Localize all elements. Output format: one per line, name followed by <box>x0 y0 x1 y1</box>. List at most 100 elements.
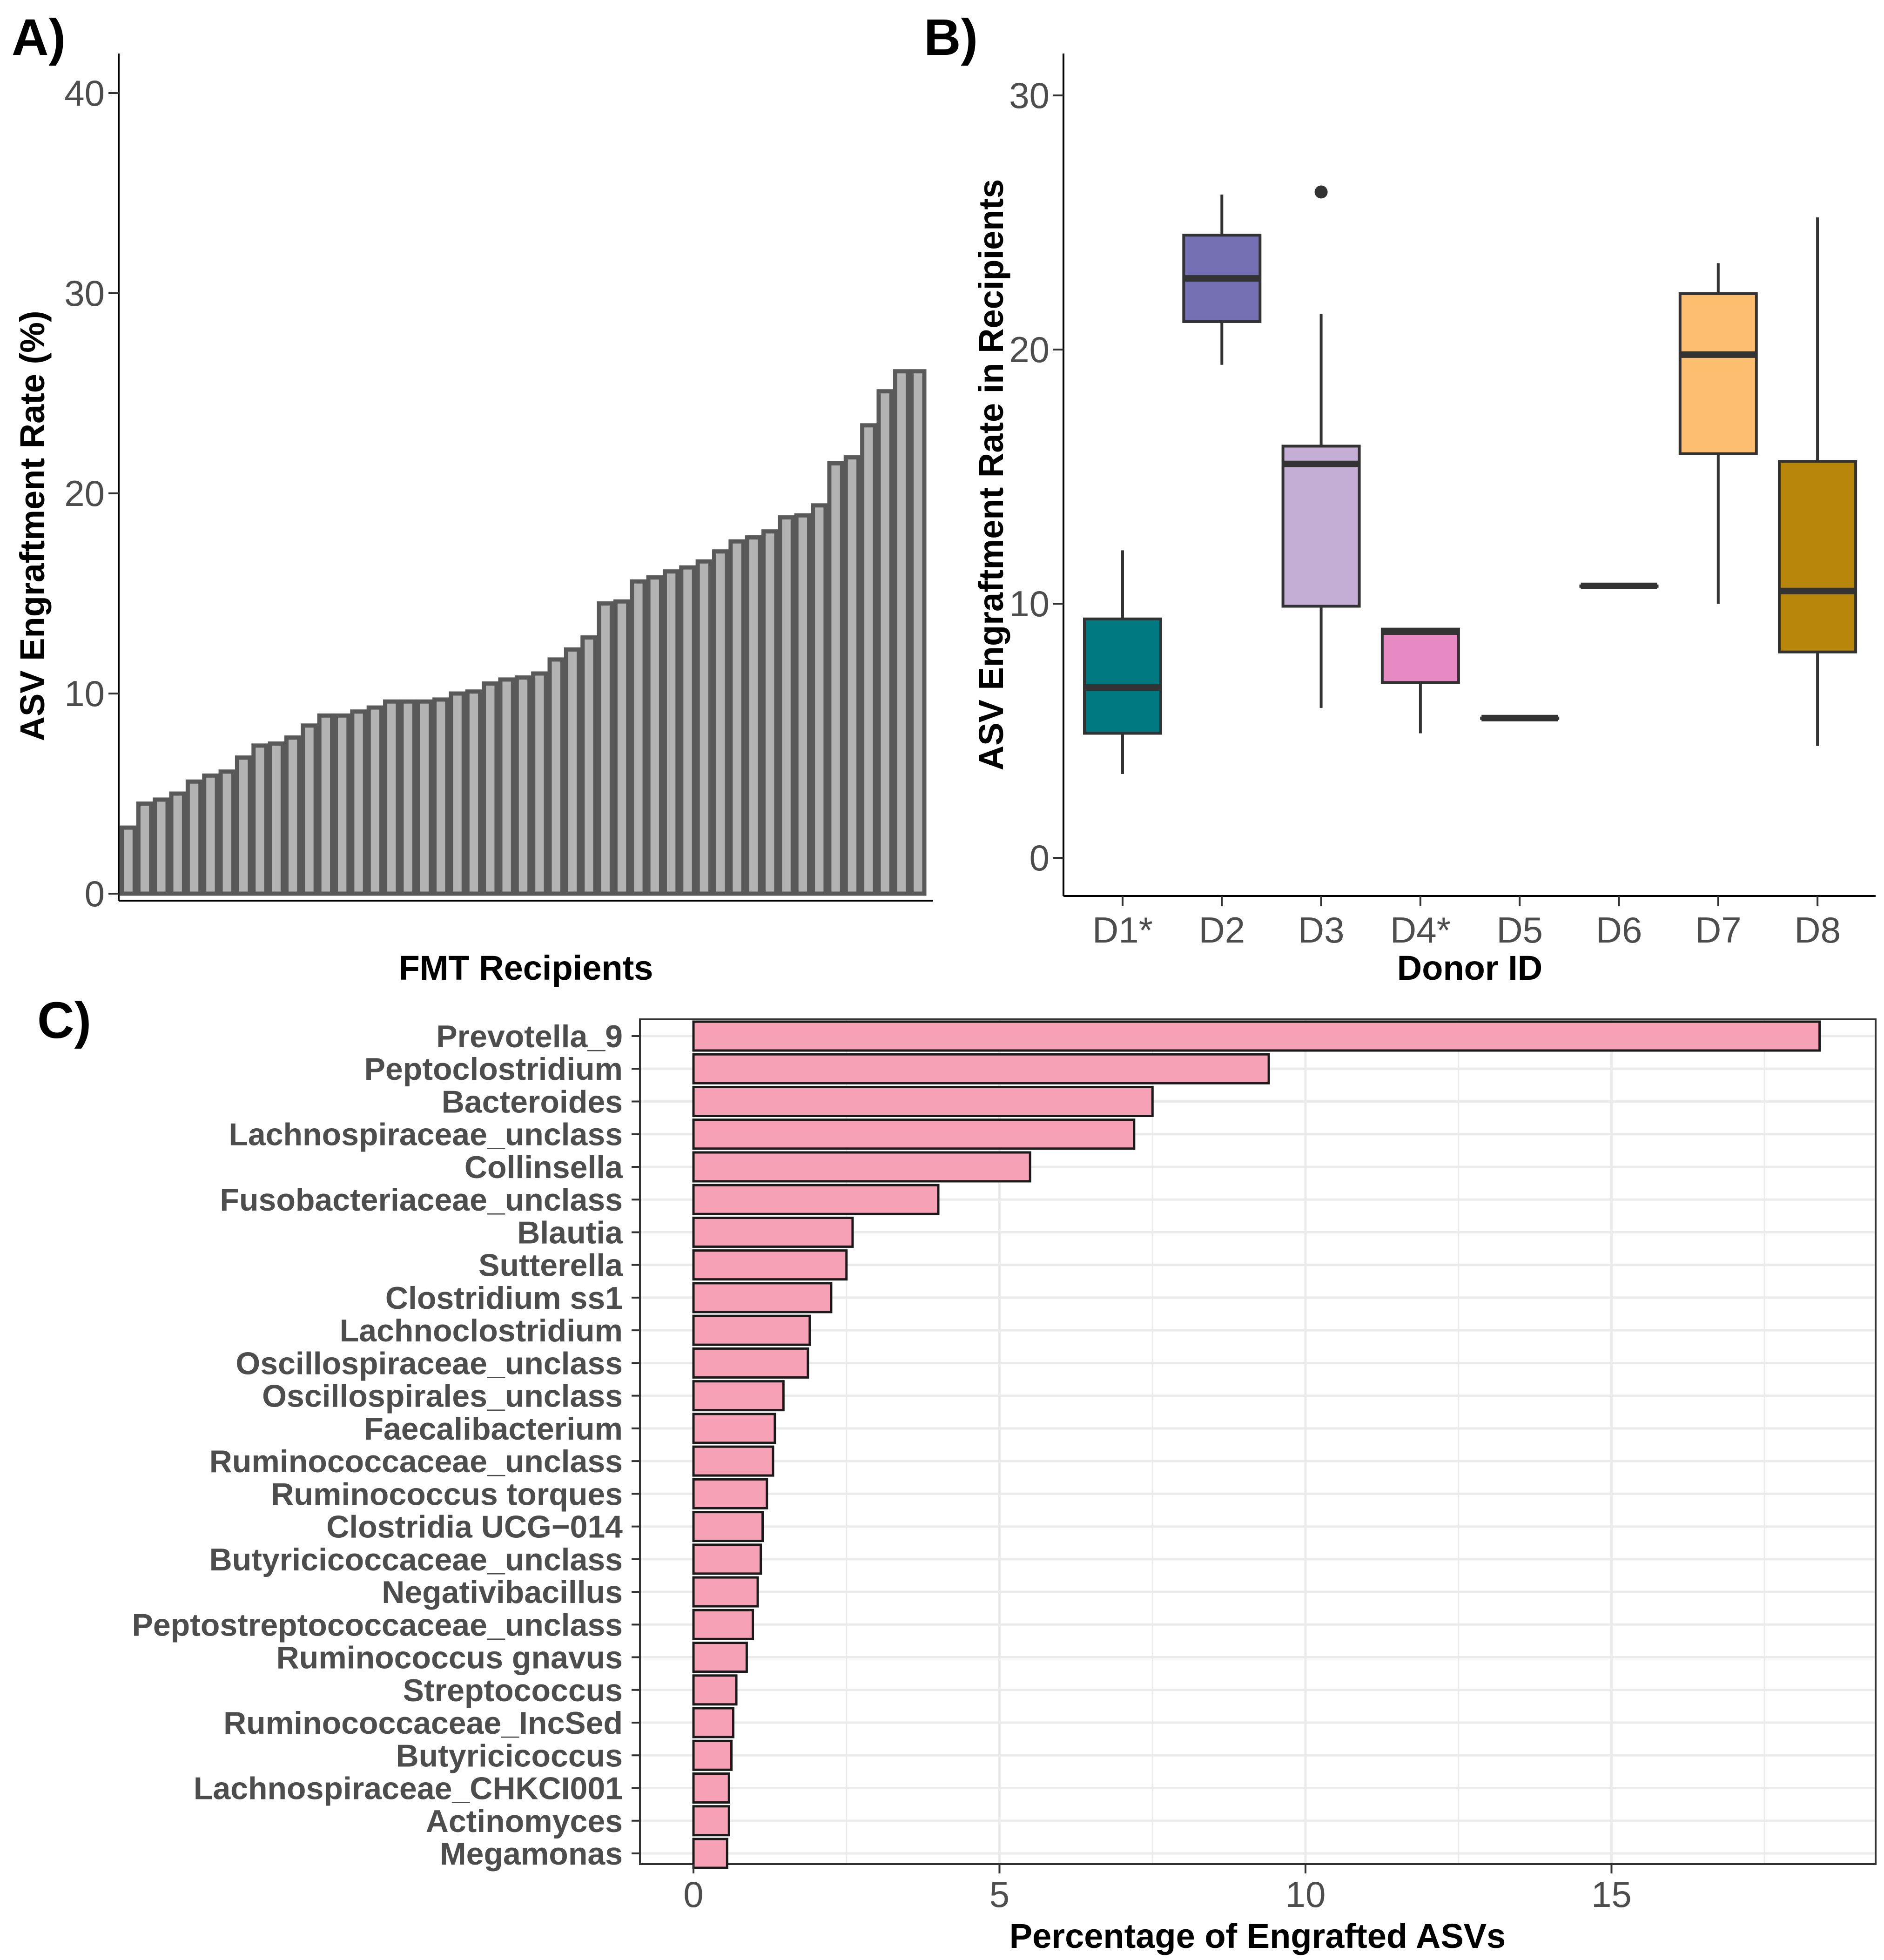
chart-a-bar <box>136 802 154 896</box>
chart-c-xtick-label: 10 <box>1285 1874 1326 1915</box>
chart-c-xtick-label: 15 <box>1591 1874 1632 1915</box>
chart-a-bar <box>794 513 812 896</box>
chart-c-bar <box>692 1053 1270 1084</box>
chart-c-category-label: Megamonas <box>440 1836 623 1872</box>
chart-c-xtick-label: 0 <box>683 1874 703 1915</box>
chart-a-ytick-label: 40 <box>64 73 105 114</box>
chart-a-bar <box>301 723 318 896</box>
chart-b-ytick-label: 10 <box>1009 583 1050 624</box>
chart-c-category-label: Faecalibacterium <box>364 1411 623 1447</box>
chart-a-bar <box>514 675 532 896</box>
chart-c-category-label: Clostridia UCG−014 <box>326 1509 623 1545</box>
chart-c-bar <box>692 1805 730 1837</box>
chart-a-bar <box>662 569 680 896</box>
chart-c-category-label: Prevotella_9 <box>436 1019 623 1054</box>
chart-b-box <box>1778 460 1857 653</box>
chart-c: Prevotella_9PeptoclostridiumBacteroidesL… <box>132 1018 1877 1955</box>
chart-a-bar <box>613 599 631 896</box>
chart-c-category-label: Ruminococcaceae_unclass <box>209 1444 623 1479</box>
chart-c-bar <box>692 1085 1154 1117</box>
chart-a-bar <box>383 699 400 896</box>
chart-c-bars <box>692 1020 1821 1869</box>
chart-b-outlier <box>1314 185 1328 199</box>
chart-c-category-label: Lachnospiraceae_CHKCI001 <box>194 1771 623 1806</box>
chart-a-bar <box>745 535 762 896</box>
chart-b-xlabel: Donor ID <box>1397 949 1542 987</box>
chart-b-ytick-label: 30 <box>1009 75 1050 116</box>
chart-a-bar <box>811 503 828 896</box>
chart-c-category-label: Ruminococcus gnavus <box>276 1640 623 1676</box>
chart-c-bar <box>692 1216 854 1248</box>
chart-b-boxes <box>1083 185 1857 774</box>
chart-a-bar <box>728 539 746 896</box>
chart-a-bar <box>679 565 696 896</box>
chart-a-bar <box>909 369 927 896</box>
chart-a: 0 10 20 30 40 FMT Recipients ASV Engraftment… <box>13 54 933 987</box>
chart-a-bar <box>284 735 302 896</box>
chart-c-bar <box>692 1478 768 1509</box>
chart-c-bar <box>692 1380 785 1412</box>
chart-b-box <box>1678 292 1758 455</box>
chart-a-ytick-label: 10 <box>64 673 105 714</box>
chart-a-bar <box>761 529 779 896</box>
chart-a-bar <box>843 455 861 896</box>
chart-a-bar <box>449 691 466 896</box>
chart-a-bar <box>251 743 269 896</box>
chart-b-xtick-label: D1* <box>1092 909 1153 950</box>
chart-a-bar <box>416 699 433 896</box>
chart-c-bar <box>692 1576 759 1608</box>
chart-a-bar <box>185 779 203 896</box>
chart-c-bar <box>692 1184 940 1215</box>
chart-a-bar <box>778 515 795 896</box>
chart-a-bar <box>465 689 483 896</box>
chart-c-category-label: Clostridium ss1 <box>385 1280 623 1316</box>
chart-c-category-label: Butyricicoccus <box>396 1738 623 1773</box>
chart-c-category-label: Blautia <box>517 1215 623 1250</box>
chart-a-bar <box>432 697 450 896</box>
chart-a-bar <box>876 389 894 896</box>
chart-a-bar <box>235 755 252 896</box>
chart-b-xtick-label: D6 <box>1596 909 1642 950</box>
chart-a-bar <box>531 671 548 896</box>
chart-c-category-label: Oscillospirales_unclass <box>262 1379 623 1414</box>
chart-c-category-label: Ruminococcus torques <box>271 1476 623 1512</box>
chart-c-bar <box>692 1707 734 1738</box>
chart-a-bar <box>120 825 137 896</box>
chart-a-bar <box>366 705 384 896</box>
chart-a-bar <box>580 635 598 896</box>
chart-c-category-label: Sutterella <box>478 1248 623 1283</box>
chart-a-ytick-label: 0 <box>85 873 105 914</box>
chart-a-bar <box>630 579 647 896</box>
chart-a-bar <box>202 773 219 896</box>
chart-c-category-label: Butyricicoccaceae_unclass <box>209 1542 623 1577</box>
chart-b-xtick-label: D8 <box>1794 909 1841 950</box>
chart-c-category-label: Lachnospiraceae_unclass <box>229 1117 623 1152</box>
chart-c-bar <box>692 1739 733 1771</box>
chart-c-bar <box>692 1282 833 1313</box>
chart-b-axes: 0 10 20 30 D1* D2 D3 D4* D5 D6 D7 D8 <box>1009 54 1876 950</box>
chart-c-grid <box>641 1020 1875 1863</box>
chart-c-xlabel: Percentage of Engrafted ASVs <box>1009 1917 1506 1955</box>
chart-a-ylabel: ASV Engraftment Rate (%) <box>13 310 52 741</box>
chart-c-category-label: Peptostreptococcaceae_unclass <box>132 1607 623 1643</box>
chart-a-bars <box>120 369 927 896</box>
chart-a-xlabel: FMT Recipients <box>399 949 653 987</box>
chart-b-box <box>1083 617 1162 735</box>
chart-c-xtick-label: 5 <box>989 1874 1009 1915</box>
chart-a-bar <box>268 741 285 896</box>
chart-b-box <box>1380 627 1460 684</box>
chart-c-category-label: Ruminococcaceae_IncSed <box>223 1705 623 1741</box>
chart-b-xtick-label: D2 <box>1198 909 1245 950</box>
chart-c-axes: 0 5 10 15 <box>683 1864 1632 1915</box>
chart-a-ytick-label: 30 <box>64 273 105 314</box>
chart-b: 0 10 20 30 D1* D2 D3 D4* D5 D6 D7 D8 Donor ID ASV E… <box>972 54 1876 987</box>
chart-c-category-labels: Prevotella_9PeptoclostridiumBacteroidesL… <box>132 1019 640 1872</box>
chart-a-bar <box>712 549 729 896</box>
chart-c-category-label: Streptococcus <box>403 1673 623 1708</box>
chart-a-bar <box>893 369 910 896</box>
chart-c-category-label: Peptoclostridium <box>364 1051 623 1087</box>
chart-a-bar <box>169 791 186 896</box>
chart-c-bar <box>692 1543 762 1575</box>
panel-label-b: B) <box>924 9 978 66</box>
